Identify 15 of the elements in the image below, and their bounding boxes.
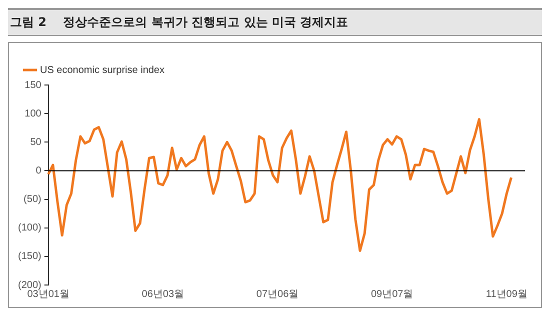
x-tick-label: 11년09월	[486, 288, 528, 300]
y-tick-label: 100	[24, 108, 42, 120]
x-tick-label: 09년07월	[370, 288, 414, 300]
y-tick-label: (200)	[18, 280, 42, 291]
y-tick-label: (50)	[24, 194, 42, 206]
y-tick-label: (150)	[18, 251, 42, 262]
x-tick-label: 07년06월	[256, 288, 299, 300]
y-tick-label: 50	[30, 136, 42, 148]
x-tick-label: 03년01월	[27, 288, 70, 300]
x-tick-label: 06년03월	[142, 288, 184, 300]
y-tick-label: (100)	[18, 222, 42, 234]
y-tick-label: 150	[24, 80, 42, 91]
y-tick-label: 0	[36, 165, 42, 176]
legend-label: US economic surprise index	[40, 64, 164, 76]
chart-title: 그림 2 정상수준으로의 복귀가 진행되고 있는 미국 경제지표	[8, 8, 542, 36]
